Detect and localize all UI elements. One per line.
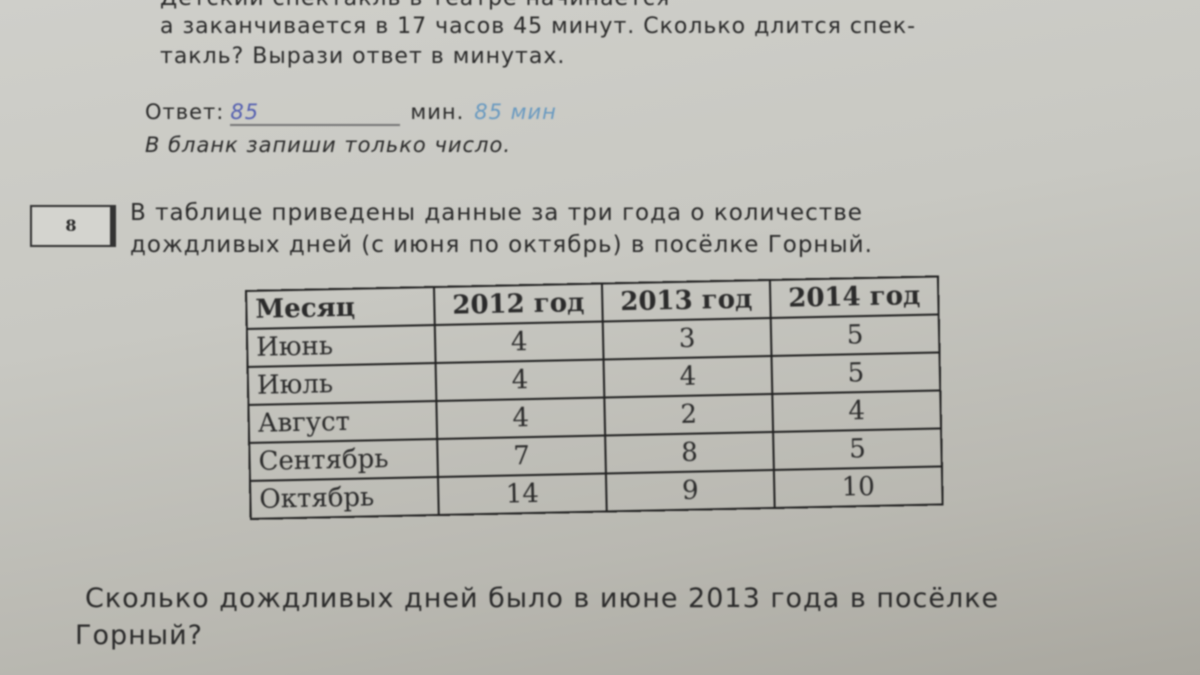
question-line1: Сколько дождливых дней было в июне 2013 … — [85, 583, 1000, 614]
value-cell: 3 — [602, 317, 772, 360]
value-cell: 14 — [437, 473, 607, 515]
value-cell: 4 — [436, 397, 606, 440]
task-number-box: 8 — [30, 205, 112, 247]
answer-row: Ответ: 85 мин. 85 мин — [145, 100, 557, 126]
instruction: В бланк запиши только число. — [145, 133, 511, 157]
task7-line1: а заканчивается в 17 часов 45 минут. Ско… — [160, 14, 917, 39]
value-cell: 4 — [603, 355, 773, 398]
month-cell: Июль — [247, 363, 437, 405]
answer-field: 85 — [230, 100, 401, 126]
value-cell: 4 — [435, 359, 605, 402]
month-cell: Сентябрь — [249, 439, 438, 481]
task8-line1: В таблице приведены данные за три года о… — [130, 200, 863, 226]
task8-line2: дождливых дней (с июня по октябрь) в пос… — [130, 232, 873, 258]
value-cell: 9 — [605, 469, 775, 512]
value-cell: 5 — [770, 314, 940, 356]
value-cell: 7 — [437, 435, 606, 477]
header-cell: 2014 год — [769, 276, 939, 318]
value-cell: 4 — [772, 390, 942, 432]
value-cell: 8 — [605, 431, 774, 474]
handwritten-note: 85 мин — [474, 100, 557, 124]
task7-line2: такль? Вырази ответ в минутах. — [160, 44, 566, 69]
task-number-bar — [112, 205, 116, 247]
header-cell: 2012 год — [433, 283, 603, 326]
answer-label: Ответ: — [145, 100, 225, 124]
value-cell: 4 — [434, 321, 604, 364]
header-cell: Месяц — [246, 287, 435, 329]
question-line2: Горный? — [75, 620, 203, 651]
header-cell: 2013 год — [601, 280, 771, 322]
cut-text-line: Детский спектакль в театре начинается — [160, 0, 670, 11]
value-cell: 2 — [604, 393, 774, 436]
rain-days-table: Месяц 2012 год 2013 год 2014 год Июнь 4 … — [245, 275, 944, 519]
value-cell: 10 — [773, 466, 943, 508]
month-cell: Июнь — [246, 325, 436, 367]
month-cell: Октябрь — [249, 477, 439, 519]
value-cell: 5 — [771, 352, 941, 394]
answer-unit: мин. — [410, 100, 465, 124]
value-cell: 5 — [773, 428, 942, 470]
month-cell: Август — [248, 401, 438, 443]
